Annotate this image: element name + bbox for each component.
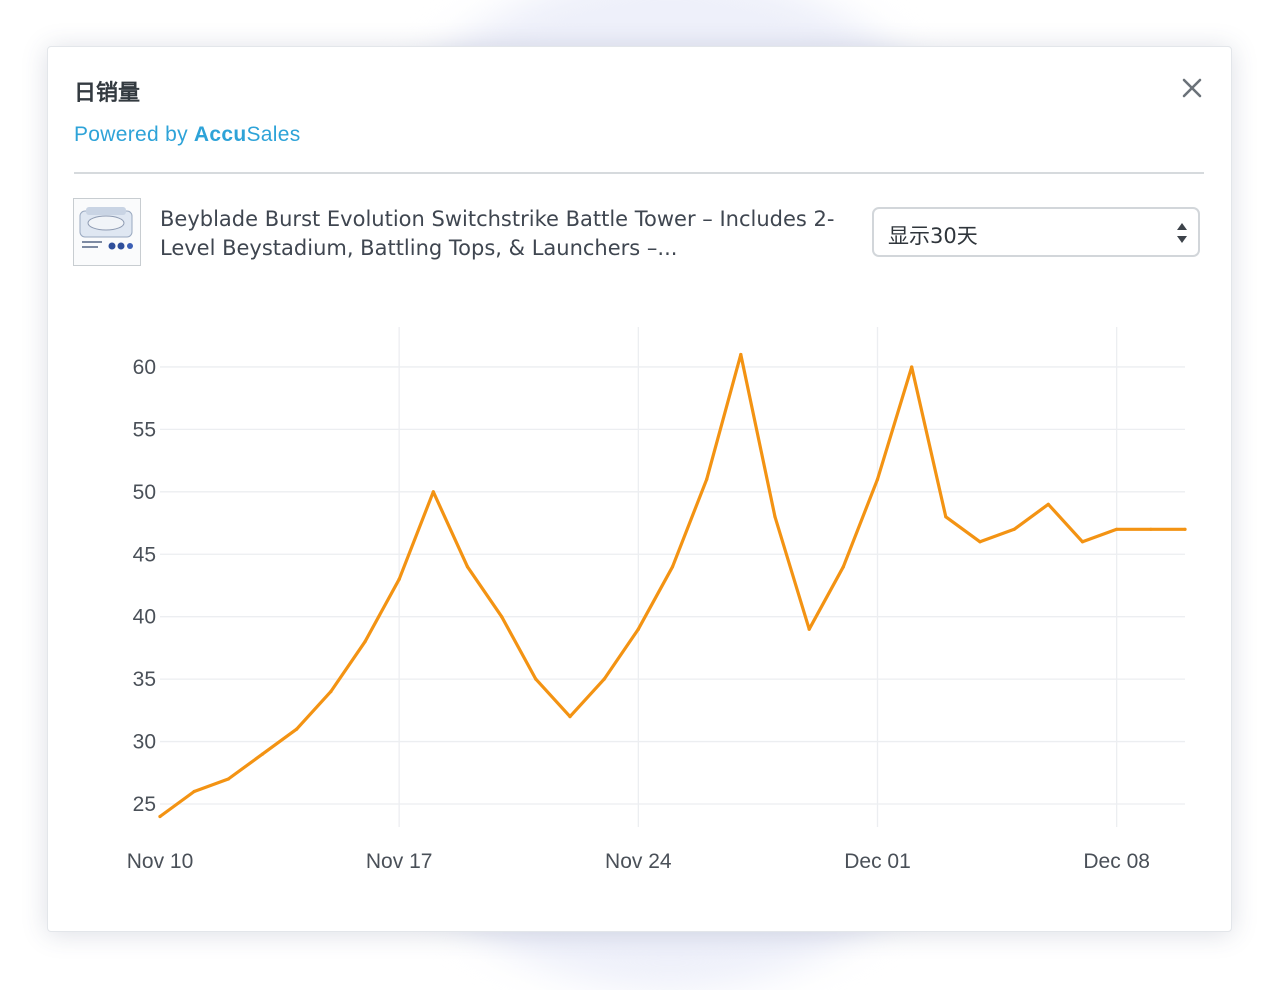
- dialog-title: 日销量: [74, 81, 141, 106]
- data-point: [1012, 527, 1016, 531]
- chart-grid: [160, 327, 1185, 827]
- y-tick-label: 35: [133, 668, 156, 691]
- chart-series: [158, 352, 1187, 819]
- data-point: [773, 515, 777, 519]
- select-arrows-icon: [1176, 220, 1188, 246]
- data-point: [363, 640, 367, 644]
- data-point: [431, 490, 435, 494]
- data-point: [944, 515, 948, 519]
- date-range-value: 显示30天: [888, 224, 978, 248]
- data-point: [875, 477, 880, 481]
- y-axis-ticks: 25 30 35 40 45 50 55 60: [133, 356, 156, 816]
- x-tick-label: Dec 08: [1083, 850, 1150, 873]
- y-tick-label: 50: [133, 481, 156, 504]
- x-tick-label: Nov 24: [605, 850, 672, 873]
- y-tick-label: 40: [133, 606, 156, 629]
- x-axis-ticks: Nov 10 Nov 17 Nov 24 Dec 01 Dec 08: [127, 850, 1150, 873]
- data-point: [1149, 527, 1153, 531]
- data-point: [1115, 527, 1119, 531]
- data-point: [226, 777, 230, 781]
- powered-by: Powered by AccuSales: [74, 123, 301, 147]
- data-point: [260, 752, 265, 756]
- sales-dialog: 日销量 Powered by AccuSales Beyblade Burst E…: [47, 46, 1232, 932]
- accusales-logo[interactable]: AccuSales: [194, 123, 301, 146]
- data-point: [329, 690, 333, 694]
- data-point: [568, 715, 572, 719]
- data-point: [636, 627, 640, 631]
- y-tick-label: 45: [133, 543, 156, 566]
- data-point: [500, 615, 504, 619]
- data-point: [978, 540, 982, 544]
- data-point: [807, 627, 811, 631]
- header-divider: [74, 172, 1204, 174]
- data-point: [295, 727, 299, 731]
- product-thumbnail: [73, 198, 141, 266]
- data-point: [739, 352, 743, 357]
- brand-light: Sales: [246, 123, 301, 146]
- data-point: [841, 565, 845, 569]
- data-point: [1183, 527, 1187, 531]
- close-icon[interactable]: [1177, 73, 1207, 103]
- powered-by-label: Powered by: [74, 123, 188, 146]
- data-point: [1046, 502, 1050, 506]
- y-tick-label: 25: [133, 793, 156, 816]
- brand-bold: Accu: [193, 123, 247, 146]
- data-point: [910, 365, 914, 369]
- x-tick-label: Nov 17: [366, 850, 433, 873]
- y-tick-label: 55: [133, 418, 156, 441]
- data-point: [465, 565, 470, 569]
- data-point: [397, 577, 401, 581]
- data-point: [192, 789, 196, 794]
- y-tick-label: 30: [133, 731, 156, 754]
- y-tick-label: 60: [133, 356, 156, 379]
- data-point: [602, 677, 606, 681]
- data-point: [534, 677, 538, 681]
- data-point: [158, 814, 162, 819]
- data-point: [705, 477, 709, 481]
- data-point: [670, 565, 675, 569]
- product-title[interactable]: Beyblade Burst Evolution Switchstrike Ba…: [160, 207, 835, 260]
- x-tick-label: Nov 10: [127, 850, 194, 873]
- sales-line-chart: 25 30 35 40 45 50 55 60 Nov 10 Nov 17 Nov 24 Dec 0…: [127, 327, 1187, 873]
- date-range-select[interactable]: 显示30天: [872, 207, 1200, 257]
- x-tick-label: Dec 01: [844, 850, 911, 873]
- sales-line: [158, 352, 1187, 819]
- data-point: [1080, 540, 1085, 544]
